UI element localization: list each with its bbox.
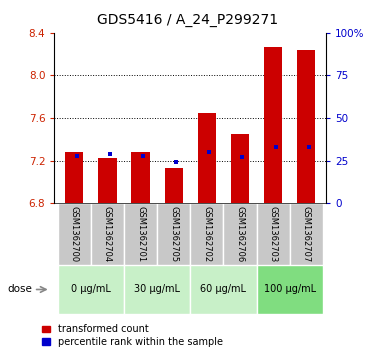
Bar	[264, 46, 282, 203]
Bar	[58, 265, 124, 314]
Text: 0 μg/mL: 0 μg/mL	[71, 285, 111, 294]
Bar	[231, 134, 249, 203]
Bar	[297, 50, 315, 203]
Bar	[91, 203, 124, 265]
Text: GSM1362703: GSM1362703	[269, 206, 278, 262]
Text: GSM1362701: GSM1362701	[136, 206, 145, 262]
Bar	[190, 265, 256, 314]
Bar	[165, 168, 183, 203]
Bar	[157, 203, 190, 265]
Bar	[224, 203, 256, 265]
Bar	[124, 203, 157, 265]
Bar	[58, 203, 91, 265]
Bar	[124, 265, 190, 314]
Bar	[198, 113, 216, 203]
Point	[206, 149, 212, 155]
Point	[273, 144, 279, 150]
Bar	[190, 203, 224, 265]
Text: 60 μg/mL: 60 μg/mL	[201, 285, 246, 294]
Point	[173, 159, 179, 165]
Text: 100 μg/mL: 100 μg/mL	[264, 285, 316, 294]
Bar	[65, 152, 83, 203]
Legend: transformed count, percentile rank within the sample: transformed count, percentile rank withi…	[42, 324, 223, 347]
Bar	[98, 159, 117, 203]
Text: GSM1362707: GSM1362707	[302, 206, 311, 262]
Text: GSM1362704: GSM1362704	[103, 206, 112, 262]
Point	[140, 152, 146, 158]
Text: GSM1362700: GSM1362700	[70, 206, 79, 262]
Point	[306, 144, 312, 150]
Text: GSM1362702: GSM1362702	[202, 206, 211, 262]
Bar	[256, 265, 323, 314]
Point	[74, 152, 80, 158]
Point	[239, 154, 245, 160]
Text: 30 μg/mL: 30 μg/mL	[134, 285, 180, 294]
Bar	[132, 152, 150, 203]
Point	[107, 151, 113, 157]
Text: dose: dose	[8, 285, 32, 294]
Bar	[256, 203, 290, 265]
Text: GDS5416 / A_24_P299271: GDS5416 / A_24_P299271	[97, 13, 278, 27]
Bar	[290, 203, 323, 265]
Text: GSM1362706: GSM1362706	[236, 206, 244, 262]
Text: GSM1362705: GSM1362705	[169, 206, 178, 262]
